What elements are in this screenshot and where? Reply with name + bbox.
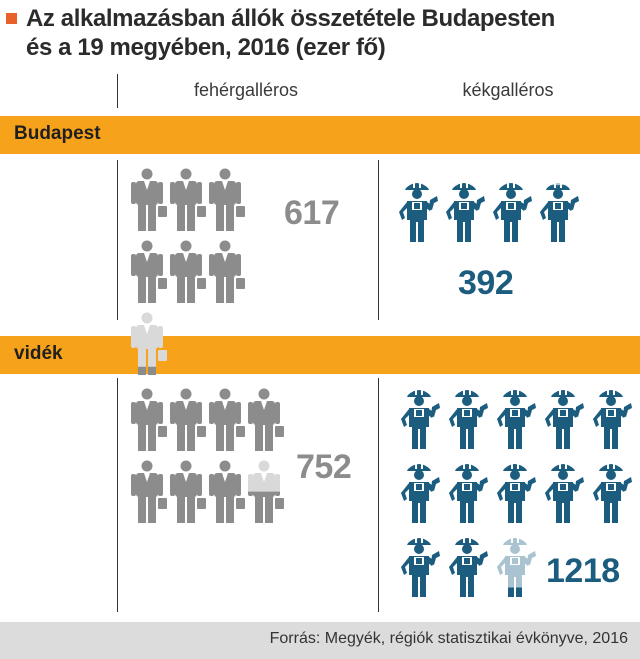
- videk-white-collar-icon-6: [170, 460, 206, 523]
- videk-blue-collar-icon-10: [593, 462, 632, 523]
- budapest-white-collar-icon-7: [131, 312, 167, 375]
- section-divider-budapest-mid: [378, 160, 379, 320]
- videk-blue-collar-icon-3: [497, 388, 536, 449]
- videk-white-collar-icon-8: [248, 460, 284, 523]
- value-budapest-blue-collar: 392: [458, 264, 514, 302]
- budapest-blue-collar-icon-2: [446, 181, 485, 242]
- videk-blue-collar-icon-13: [497, 536, 536, 597]
- value-videk-blue-collar: 1218: [546, 552, 620, 590]
- category-band-budapest: Budapest: [0, 116, 640, 154]
- value-budapest-white-collar: 617: [284, 194, 340, 232]
- budapest-white-collar-icon-3: [209, 168, 245, 231]
- budapest-blue-collar-icon-3: [493, 181, 532, 242]
- title-line-2: és a 19 megyében, 2016 (ezer fő): [26, 34, 386, 61]
- footer-bar: Forrás: Megyék, régiók statisztikai évkö…: [0, 622, 640, 659]
- videk-blue-collar-icon-12: [449, 536, 488, 597]
- budapest-blue-collar-icon-4: [540, 181, 579, 242]
- value-videk-white-collar: 752: [296, 448, 352, 486]
- videk-white-collar-icon-4: [248, 388, 284, 451]
- category-label-videk: vidék: [14, 343, 63, 364]
- budapest-white-collar-icon-6: [209, 240, 245, 303]
- section-divider-videk-mid: [378, 378, 379, 612]
- videk-white-collar-icon-2: [170, 388, 206, 451]
- category-label-budapest: Budapest: [14, 123, 101, 144]
- videk-blue-collar-icon-1: [401, 388, 440, 449]
- page-title: Az alkalmazásban állók összetétele Budap…: [26, 4, 636, 62]
- section-divider-videk-left: [117, 378, 118, 612]
- budapest-white-collar-icon-2: [170, 168, 206, 231]
- source-note: Forrás: Megyék, régiók statisztikai évkö…: [269, 630, 628, 647]
- videk-blue-collar-icon-11: [401, 536, 440, 597]
- budapest-blue-collar-icon-1: [399, 181, 438, 242]
- videk-white-collar-icon-1: [131, 388, 167, 451]
- column-header-white-collar: fehérgalléros: [193, 80, 299, 100]
- videk-blue-collar-icon-4: [545, 388, 584, 449]
- title-line-1: Az alkalmazásban állók összetétele Budap…: [26, 5, 555, 32]
- videk-blue-collar-icon-7: [449, 462, 488, 523]
- videk-blue-collar-icon-2: [449, 388, 488, 449]
- budapest-white-collar-icon-5: [170, 240, 206, 303]
- videk-blue-collar-icon-6: [401, 462, 440, 523]
- budapest-white-collar-icon-4: [131, 240, 167, 303]
- title-marker-square: [6, 13, 17, 24]
- videk-white-collar-icon-7: [209, 460, 245, 523]
- videk-white-collar-icon-3: [209, 388, 245, 451]
- category-band-videk: vidék: [0, 336, 640, 374]
- header-divider-left: [117, 74, 118, 108]
- videk-blue-collar-icon-9: [545, 462, 584, 523]
- column-header-blue-collar: kékgalléros: [462, 80, 554, 100]
- section-divider-budapest-left: [117, 160, 118, 320]
- videk-blue-collar-icon-8: [497, 462, 536, 523]
- videk-white-collar-icon-5: [131, 460, 167, 523]
- budapest-white-collar-icon-1: [131, 168, 167, 231]
- videk-blue-collar-icon-5: [593, 388, 632, 449]
